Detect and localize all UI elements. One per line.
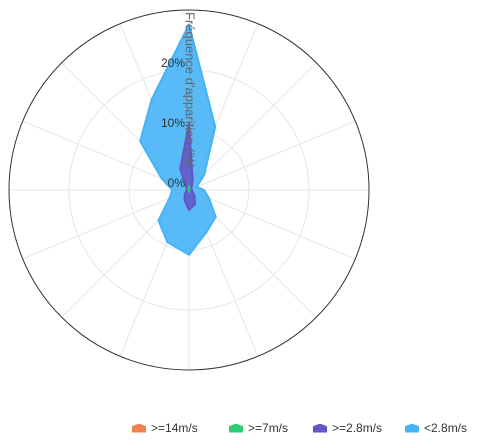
legend-label: <2.8m/s: [424, 421, 468, 435]
series-area-1: [187, 185, 191, 193]
legend-label: >=14m/s: [151, 421, 198, 435]
grid-spoke: [188, 62, 317, 191]
legend-item-14ms[interactable]: >=14m/s: [132, 418, 198, 438]
tick-label: 0%: [168, 176, 186, 190]
legend-swatch-icon: [313, 423, 327, 433]
legend-item-2-8ms[interactable]: >=2.8m/s: [313, 418, 382, 438]
tick-label: 10%: [161, 116, 185, 130]
legend-swatch-icon: [229, 423, 243, 433]
legend-item-lt-2-8ms[interactable]: <2.8m/s: [405, 418, 467, 438]
series-area-2: [179, 122, 196, 211]
legend: >=14m/s >=7m/s >=2.8m/s <2.8m/s: [0, 418, 479, 440]
series-area-3: [139, 23, 217, 256]
grid-spoke: [188, 189, 356, 260]
wind-rose-chart: 0% 10% 20% Fréquence d'apparition (%): [8, 9, 370, 371]
series-areas: [139, 23, 217, 256]
grid-spoke: [188, 120, 356, 191]
legend-label: >=2.8m/s: [332, 421, 383, 435]
outer-ring: [8, 9, 370, 371]
legend-swatch-icon: [132, 423, 146, 433]
legend-swatch-icon: [405, 423, 419, 433]
grid-spoke: [22, 189, 190, 260]
radial-axis-title: Fréquence d'apparition (%): [182, 12, 197, 168]
legend-label: >=7m/s: [248, 421, 289, 435]
radial-ticks: 0% 10% 20%: [161, 56, 185, 190]
tick-label: 20%: [161, 56, 185, 70]
legend-item-7ms[interactable]: >=7m/s: [229, 418, 288, 438]
